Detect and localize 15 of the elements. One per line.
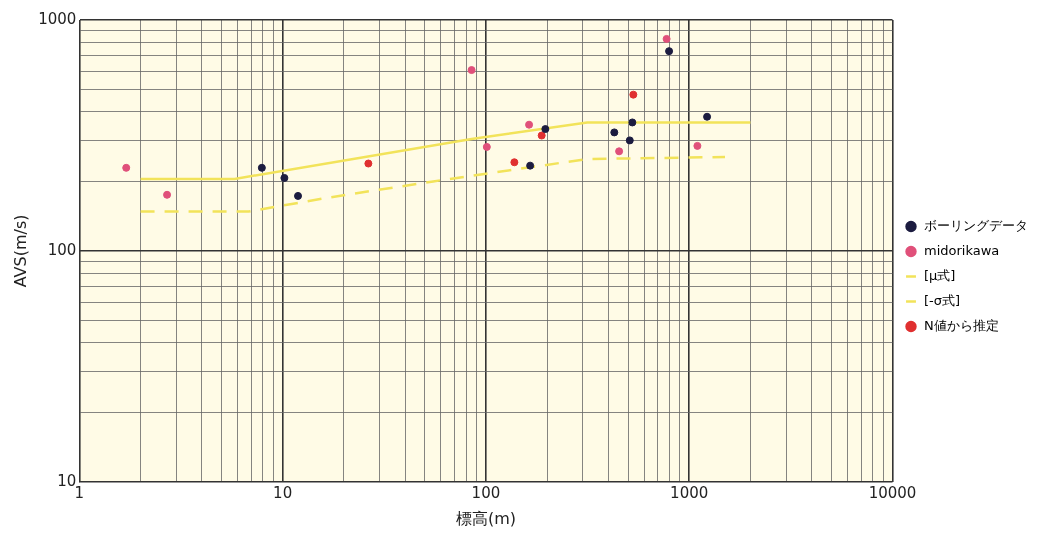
x-tick-label: 1000 — [670, 483, 709, 502]
y-axis-title: AVS(m/s) — [10, 214, 30, 288]
y-tick-label: 100 — [47, 240, 77, 259]
y-tick-label: 10 — [57, 471, 77, 490]
x-axis-title: 標高(m) — [455, 508, 516, 528]
x-tick-label: 10000 — [868, 483, 917, 502]
x-tick-label: 10 — [273, 483, 293, 502]
x-tick-label: 100 — [471, 483, 501, 502]
legend-label: [μ式] — [924, 267, 956, 283]
legend-label: ボーリングデータ — [924, 217, 1028, 233]
x-tick-label: 1 — [74, 483, 85, 502]
legend-label: [-σ式] — [924, 292, 961, 308]
legend-label: midorikawa — [924, 242, 1000, 258]
legend-label: N値から推定 — [924, 317, 999, 333]
y-tick-label: 1000 — [38, 9, 77, 28]
